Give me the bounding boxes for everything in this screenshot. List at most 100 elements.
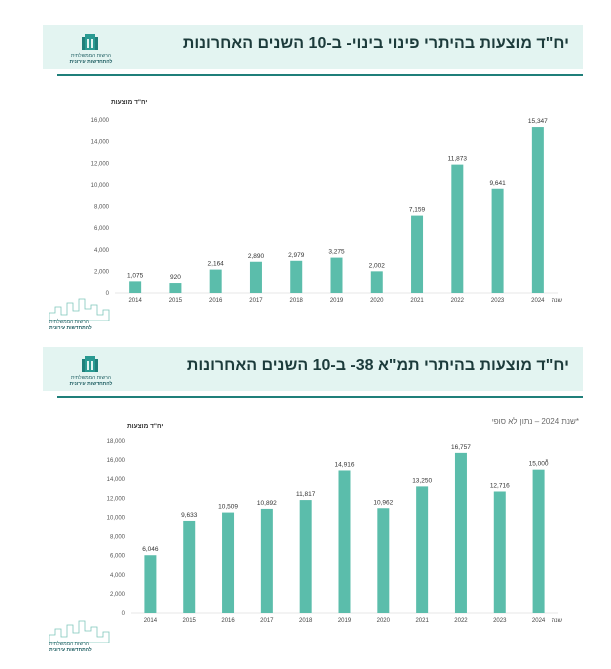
footer-logo: הרשות הממשלתית להתחדשות עירונית bbox=[49, 617, 113, 655]
footer-logo-line-1: הרשות הממשלתית bbox=[49, 641, 89, 647]
provisional-marker: * bbox=[546, 459, 549, 466]
x-tick-label: 2015 bbox=[183, 618, 197, 624]
y-tick-label: 14,000 bbox=[91, 140, 110, 146]
data-label: 15,000 bbox=[529, 461, 549, 468]
footnote: *שנת 2024 – נתון לא סופי bbox=[491, 417, 579, 426]
data-label: 7,159 bbox=[409, 207, 426, 214]
authority-logo: הרשות הממשלתית להתחדשות עירונית bbox=[57, 355, 125, 387]
building-logo-icon bbox=[82, 34, 98, 50]
y-tick-label: 18,000 bbox=[107, 439, 126, 445]
building-logo-icon bbox=[82, 356, 98, 372]
x-axis-label: שנה bbox=[551, 298, 562, 304]
x-tick-label: 2018 bbox=[290, 298, 304, 304]
bar bbox=[129, 281, 142, 293]
footer-logo-line-2: להתחדשות עירונית bbox=[49, 647, 92, 653]
x-tick-label: 2023 bbox=[493, 618, 507, 624]
data-label: 16,757 bbox=[451, 444, 471, 451]
bar bbox=[411, 215, 424, 293]
y-tick-label: 6,000 bbox=[110, 554, 126, 560]
x-tick-label: 2024 bbox=[531, 298, 545, 304]
x-tick-label: 2019 bbox=[338, 618, 352, 624]
x-tick-label: 2016 bbox=[209, 298, 223, 304]
bar bbox=[416, 486, 429, 613]
y-tick-label: 8,000 bbox=[94, 205, 110, 211]
y-tick-label: 6,000 bbox=[94, 226, 110, 232]
x-tick-label: 2014 bbox=[128, 298, 142, 304]
footer-logo-line-2: להתחדשות עירונית bbox=[49, 325, 92, 331]
bar bbox=[377, 508, 390, 613]
x-tick-label: 2019 bbox=[330, 298, 344, 304]
bar bbox=[222, 512, 235, 613]
x-tick-label: 2023 bbox=[491, 298, 505, 304]
authority-logo: הרשות הממשלתית להתחדשות עירונית bbox=[57, 33, 125, 65]
bar-chart-urban-renewal: יח"ד מוצעות 0 2,000 4,000 6,000 8,000 10,000 12… bbox=[91, 99, 563, 304]
y-tick-label: 12,000 bbox=[91, 161, 110, 167]
bar bbox=[209, 269, 222, 293]
logo-line-1: הרשות הממשלתית bbox=[71, 53, 111, 59]
bar bbox=[493, 491, 506, 613]
bar bbox=[451, 164, 464, 293]
title-divider bbox=[57, 396, 583, 398]
y-tick-label: 12,000 bbox=[107, 496, 126, 502]
bar bbox=[144, 555, 157, 613]
logo-line-2: להתחדשות עירונית bbox=[69, 59, 113, 65]
x-tick-label: 2014 bbox=[144, 618, 158, 624]
x-tick-label: 2024 bbox=[532, 618, 546, 624]
x-tick-label: 2015 bbox=[169, 298, 183, 304]
y-tick-label: 0 bbox=[122, 611, 126, 617]
chart-title: יח"ד מוצעות בהיתרי פינוי בינוי- ב-10 השנ… bbox=[182, 35, 569, 52]
data-label: 11,817 bbox=[296, 491, 316, 498]
x-tick-label: 2016 bbox=[221, 618, 235, 624]
x-tick-label: 2021 bbox=[410, 298, 424, 304]
x-tick-label: 2022 bbox=[451, 298, 465, 304]
data-label: 10,962 bbox=[373, 499, 393, 506]
bar bbox=[169, 283, 182, 293]
data-label: 2,002 bbox=[369, 262, 386, 269]
x-tick-label: 2022 bbox=[454, 618, 468, 624]
bar bbox=[330, 257, 343, 293]
data-label: 1,075 bbox=[127, 272, 144, 279]
chart-title: יח"ד מוצעות בהיתרי תמ"א 38- ב-10 השנים ה… bbox=[186, 357, 569, 374]
y-axis-label: יח"ד מוצעות bbox=[127, 423, 163, 430]
bar bbox=[491, 188, 504, 293]
x-tick-label: 2017 bbox=[249, 298, 263, 304]
title-divider bbox=[57, 74, 583, 76]
bar bbox=[290, 260, 303, 293]
y-tick-label: 14,000 bbox=[107, 477, 126, 483]
y-tick-label: 2,000 bbox=[110, 592, 126, 598]
y-tick-label: 4,000 bbox=[110, 573, 126, 579]
title-bar: הרשות הממשלתית להתחדשות עירונית יח"ד מוצ… bbox=[43, 25, 583, 69]
skyline-icon bbox=[49, 298, 110, 321]
bar bbox=[249, 261, 262, 293]
bar-chart-tama38: יח"ד מוצעות 0 2,000 4,000 6,000 8,000 10,000 12… bbox=[107, 423, 563, 624]
y-axis-label: יח"ד מוצעות bbox=[111, 99, 147, 106]
bar bbox=[532, 469, 545, 613]
x-tick-label: 2020 bbox=[377, 618, 391, 624]
x-tick-label: 2018 bbox=[299, 618, 313, 624]
data-label: 12,716 bbox=[490, 482, 510, 489]
data-label: 920 bbox=[170, 274, 181, 281]
data-label: 9,641 bbox=[489, 180, 506, 187]
bar bbox=[454, 452, 467, 613]
data-label: 2,164 bbox=[208, 261, 225, 268]
bar bbox=[531, 127, 544, 293]
x-tick-label: 2020 bbox=[370, 298, 384, 304]
logo-line-1: הרשות הממשלתית bbox=[71, 375, 111, 381]
footer-logo: הרשות הממשלתית להתחדשות עירונית bbox=[49, 295, 113, 333]
data-label: 6,046 bbox=[142, 546, 159, 553]
x-tick-label: 2021 bbox=[415, 618, 429, 624]
y-tick-label: 8,000 bbox=[110, 535, 126, 541]
data-label: 10,509 bbox=[218, 504, 238, 511]
title-bar: הרשות הממשלתית להתחדשות עירונית יח"ד מוצ… bbox=[43, 347, 583, 391]
bar bbox=[183, 520, 196, 613]
data-label: 15,347 bbox=[528, 118, 548, 125]
x-tick-label: 2017 bbox=[260, 618, 274, 624]
y-tick-label: 2,000 bbox=[94, 269, 110, 275]
logo-line-2: להתחדשות עירונית bbox=[69, 381, 113, 387]
data-label: 2,979 bbox=[288, 252, 305, 259]
y-tick-label: 16,000 bbox=[91, 118, 110, 124]
data-label: 13,250 bbox=[412, 477, 432, 484]
data-label: 14,916 bbox=[335, 461, 355, 468]
y-tick-label: 0 bbox=[106, 291, 110, 297]
skyline-icon bbox=[49, 620, 110, 643]
